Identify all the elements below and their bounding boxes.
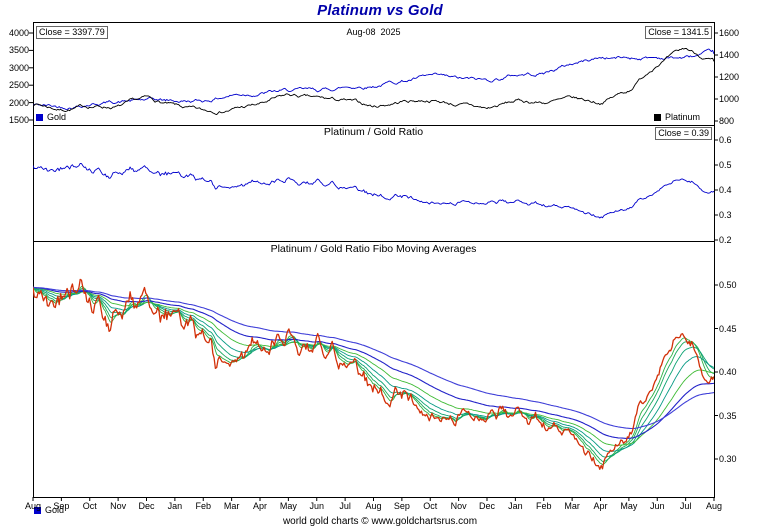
fibo-ma-line [33, 286, 714, 439]
fibo-ma-line [33, 286, 714, 446]
platinum-legend: Platinum [653, 112, 700, 122]
plot-frame [33, 22, 715, 498]
platinum-legend-label: Platinum [664, 112, 700, 122]
fibo-ratio-line [33, 278, 714, 470]
fibo-ma-line [33, 286, 714, 430]
gold-swatch-icon [36, 114, 43, 121]
date-label: Aug-08 2025 [346, 27, 401, 37]
gold-line [33, 48, 714, 111]
fibo-ma-line [33, 286, 714, 462]
gold-legend: Gold [36, 113, 66, 122]
ratio-close-label: Close = 0.39 [655, 127, 712, 140]
fibo-ma-line [33, 286, 714, 458]
chart-title: Platinum vs Gold [317, 2, 443, 19]
gold-close-label: Close = 3397.79 [36, 26, 108, 39]
footer-gold-label: Gold [45, 505, 65, 515]
ratio-panel-title: Platinum / Gold Ratio [323, 126, 424, 138]
fibo-ma-line [33, 286, 714, 452]
platinum-close-label: Close = 1341.5 [645, 26, 712, 39]
gold-legend-label: Gold [47, 112, 67, 122]
platinum-swatch-icon [653, 114, 661, 121]
credit-line: world gold charts © www.goldchartsrus.co… [282, 516, 478, 527]
gold-swatch-icon [34, 507, 41, 514]
platinum-line [33, 47, 714, 116]
footer-gold-legend: Gold [34, 506, 64, 515]
fibo-ma-line [33, 285, 714, 466]
ratio-line [33, 162, 714, 219]
fibo-panel-title: Platinum / Gold Ratio Fibo Moving Averag… [270, 243, 477, 255]
